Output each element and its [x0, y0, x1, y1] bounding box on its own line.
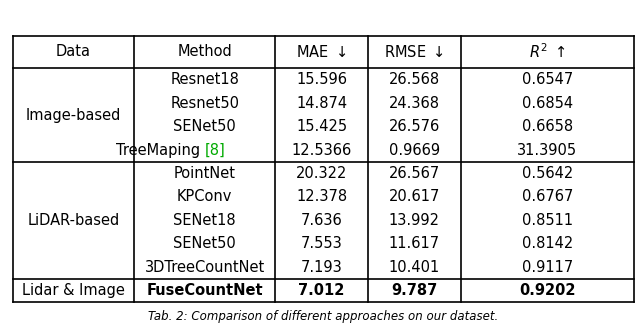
- Text: [8]: [8]: [205, 143, 225, 158]
- Text: 0.6854: 0.6854: [522, 96, 573, 111]
- Text: 7.012: 7.012: [298, 283, 345, 298]
- Text: Data: Data: [56, 45, 91, 59]
- Text: MAE $\downarrow$: MAE $\downarrow$: [296, 44, 347, 60]
- Text: 0.9669: 0.9669: [389, 143, 440, 158]
- Text: 0.6767: 0.6767: [522, 189, 573, 204]
- Text: 7.636: 7.636: [301, 213, 342, 228]
- Text: 20.617: 20.617: [388, 189, 440, 204]
- Text: 15.425: 15.425: [296, 119, 347, 134]
- Text: RMSE $\downarrow$: RMSE $\downarrow$: [385, 44, 444, 60]
- Text: SENet50: SENet50: [173, 236, 236, 251]
- Text: 26.567: 26.567: [388, 166, 440, 181]
- Text: 12.378: 12.378: [296, 189, 347, 204]
- Text: Resnet18: Resnet18: [170, 72, 239, 87]
- Text: 26.576: 26.576: [388, 119, 440, 134]
- Text: 3DTreeCountNet: 3DTreeCountNet: [145, 260, 265, 275]
- Text: 13.992: 13.992: [389, 213, 440, 228]
- Text: $R^2$ $\uparrow$: $R^2$ $\uparrow$: [529, 43, 566, 61]
- Text: FuseCountNet: FuseCountNet: [147, 283, 263, 298]
- Text: KPConv: KPConv: [177, 189, 232, 204]
- Text: 31.3905: 31.3905: [517, 143, 577, 158]
- Text: LiDAR-based: LiDAR-based: [28, 213, 120, 228]
- Text: TreeMaping: TreeMaping: [116, 143, 205, 158]
- Text: 7.193: 7.193: [301, 260, 342, 275]
- Text: SENet18: SENet18: [173, 213, 236, 228]
- Text: 7.553: 7.553: [301, 236, 342, 251]
- Text: Method: Method: [177, 45, 232, 59]
- Text: 12.5366: 12.5366: [291, 143, 352, 158]
- Text: Lidar & Image: Lidar & Image: [22, 283, 125, 298]
- Text: 20.322: 20.322: [296, 166, 348, 181]
- Text: 0.5642: 0.5642: [522, 166, 573, 181]
- Text: 0.8511: 0.8511: [522, 213, 573, 228]
- Text: 0.8142: 0.8142: [522, 236, 573, 251]
- Text: Tab. 2: Comparison of different approaches on our dataset.: Tab. 2: Comparison of different approach…: [148, 310, 499, 323]
- Text: 0.9117: 0.9117: [522, 260, 573, 275]
- Text: 11.617: 11.617: [389, 236, 440, 251]
- Text: Resnet50: Resnet50: [170, 96, 239, 111]
- Text: 0.6658: 0.6658: [522, 119, 573, 134]
- Text: 14.874: 14.874: [296, 96, 347, 111]
- Text: 0.9202: 0.9202: [519, 283, 575, 298]
- Text: 10.401: 10.401: [388, 260, 440, 275]
- Text: 24.368: 24.368: [389, 96, 440, 111]
- Text: PointNet: PointNet: [174, 166, 236, 181]
- Text: 0.6547: 0.6547: [522, 72, 573, 87]
- Text: SENet50: SENet50: [173, 119, 236, 134]
- Text: Image-based: Image-based: [26, 108, 122, 123]
- Text: 15.596: 15.596: [296, 72, 347, 87]
- Text: 26.568: 26.568: [389, 72, 440, 87]
- Text: 9.787: 9.787: [391, 283, 438, 298]
